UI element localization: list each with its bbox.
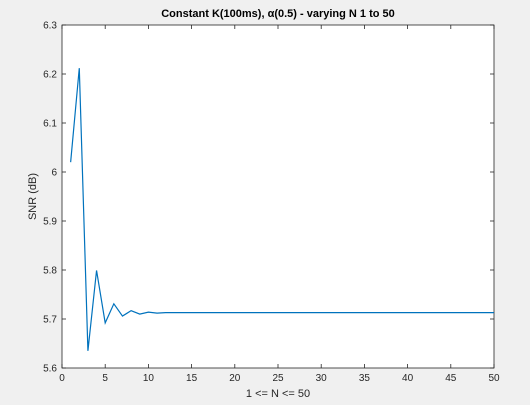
y-tick-label: 6.3	[43, 21, 57, 32]
x-tick-label: 10	[143, 373, 155, 384]
x-tick-label: 20	[229, 373, 241, 384]
y-tick-label: 5.7	[43, 315, 57, 326]
x-tick-label: 0	[59, 373, 65, 384]
y-tick-label: 6	[51, 168, 57, 179]
x-tick-label: 35	[359, 373, 371, 384]
y-axis-title: SNR (dB)	[27, 173, 39, 220]
y-tick-label: 6.1	[43, 119, 57, 130]
y-tick-label: 5.9	[43, 217, 57, 228]
x-tick-label: 30	[316, 373, 328, 384]
y-tick-label: 5.8	[43, 266, 57, 277]
chart-title: Constant K(100ms), α(0.5) - varying N 1 …	[161, 8, 395, 20]
x-tick-label: 45	[445, 373, 457, 384]
x-tick-label: 25	[272, 373, 284, 384]
axis-ticks: 0 5 10 15 20 25 30 35 40 45 50 5.6 5.7 5.8 5.9 6 6.1 6.2 6…	[43, 21, 500, 385]
x-tick-label: 50	[488, 373, 500, 384]
x-tick-label: 40	[402, 373, 414, 384]
y-tick-label: 5.6	[43, 364, 57, 375]
series-line	[70, 68, 494, 351]
plot-area	[61, 24, 495, 369]
y-tick-label: 6.2	[43, 70, 57, 81]
x-axis-title: 1 <= N <= 50	[246, 388, 310, 400]
x-tick-label: 15	[186, 373, 198, 384]
x-tick-label: 5	[102, 373, 108, 384]
